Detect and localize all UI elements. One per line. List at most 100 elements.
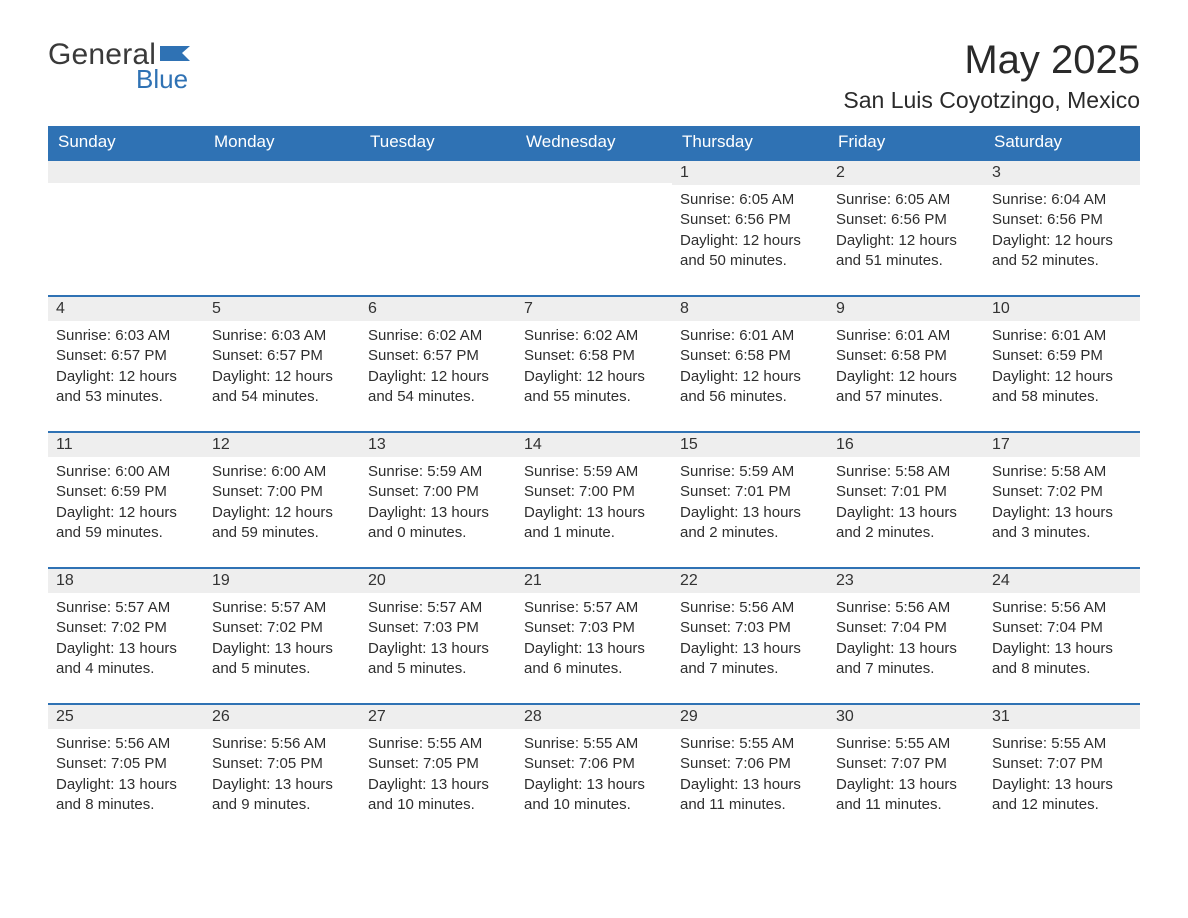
daylight-text: Daylight: 12 hours and 54 minutes. [368, 367, 508, 408]
sunrise-text: Sunrise: 6:02 AM [524, 326, 664, 346]
day-number: 31 [984, 703, 1140, 729]
daylight-text: Daylight: 13 hours and 2 minutes. [680, 503, 820, 544]
calendar-cell: 11Sunrise: 6:00 AMSunset: 6:59 PMDayligh… [48, 431, 204, 567]
sunset-text: Sunset: 7:07 PM [836, 754, 976, 774]
calendar-cell: 29Sunrise: 5:55 AMSunset: 7:06 PMDayligh… [672, 703, 828, 839]
sunset-text: Sunset: 6:57 PM [212, 346, 352, 366]
sunrise-text: Sunrise: 5:55 AM [680, 734, 820, 754]
day-info: Sunrise: 6:01 AMSunset: 6:58 PMDaylight:… [828, 321, 984, 411]
weekday-header: Wednesday [516, 126, 672, 159]
weekday-header: Thursday [672, 126, 828, 159]
sunrise-text: Sunrise: 5:57 AM [56, 598, 196, 618]
calendar-row: 4Sunrise: 6:03 AMSunset: 6:57 PMDaylight… [48, 295, 1140, 431]
day-info: Sunrise: 6:01 AMSunset: 6:59 PMDaylight:… [984, 321, 1140, 411]
daylight-text: Daylight: 12 hours and 58 minutes. [992, 367, 1132, 408]
sunrise-text: Sunrise: 5:55 AM [992, 734, 1132, 754]
daylight-text: Daylight: 13 hours and 5 minutes. [368, 639, 508, 680]
calendar-cell: 16Sunrise: 5:58 AMSunset: 7:01 PMDayligh… [828, 431, 984, 567]
daylight-text: Daylight: 12 hours and 55 minutes. [524, 367, 664, 408]
sunrise-text: Sunrise: 5:59 AM [524, 462, 664, 482]
sunset-text: Sunset: 7:01 PM [680, 482, 820, 502]
logo: General Blue [48, 38, 194, 95]
sunset-text: Sunset: 7:02 PM [992, 482, 1132, 502]
daylight-text: Daylight: 12 hours and 50 minutes. [680, 231, 820, 272]
day-number: 6 [360, 295, 516, 321]
sunset-text: Sunset: 7:00 PM [368, 482, 508, 502]
calendar-cell: 5Sunrise: 6:03 AMSunset: 6:57 PMDaylight… [204, 295, 360, 431]
day-info: Sunrise: 6:00 AMSunset: 7:00 PMDaylight:… [204, 457, 360, 547]
sunset-text: Sunset: 7:00 PM [212, 482, 352, 502]
day-number: 8 [672, 295, 828, 321]
daylight-text: Daylight: 13 hours and 11 minutes. [836, 775, 976, 816]
day-info: Sunrise: 5:56 AMSunset: 7:03 PMDaylight:… [672, 593, 828, 683]
weekday-header: Sunday [48, 126, 204, 159]
day-number: 10 [984, 295, 1140, 321]
sunrise-text: Sunrise: 6:02 AM [368, 326, 508, 346]
daylight-text: Daylight: 13 hours and 8 minutes. [56, 775, 196, 816]
calendar-cell: 23Sunrise: 5:56 AMSunset: 7:04 PMDayligh… [828, 567, 984, 703]
day-info: Sunrise: 6:03 AMSunset: 6:57 PMDaylight:… [204, 321, 360, 411]
day-number: 4 [48, 295, 204, 321]
daylight-text: Daylight: 12 hours and 52 minutes. [992, 231, 1132, 272]
calendar-cell: 12Sunrise: 6:00 AMSunset: 7:00 PMDayligh… [204, 431, 360, 567]
calendar-cell: 13Sunrise: 5:59 AMSunset: 7:00 PMDayligh… [360, 431, 516, 567]
day-number: 20 [360, 567, 516, 593]
sunrise-text: Sunrise: 5:56 AM [680, 598, 820, 618]
day-number: 19 [204, 567, 360, 593]
day-number: 24 [984, 567, 1140, 593]
calendar-header-row: SundayMondayTuesdayWednesdayThursdayFrid… [48, 126, 1140, 159]
calendar-cell: 25Sunrise: 5:56 AMSunset: 7:05 PMDayligh… [48, 703, 204, 839]
day-number: 21 [516, 567, 672, 593]
calendar-cell: 9Sunrise: 6:01 AMSunset: 6:58 PMDaylight… [828, 295, 984, 431]
daylight-text: Daylight: 12 hours and 53 minutes. [56, 367, 196, 408]
sunrise-text: Sunrise: 5:55 AM [836, 734, 976, 754]
day-info: Sunrise: 5:58 AMSunset: 7:02 PMDaylight:… [984, 457, 1140, 547]
sunset-text: Sunset: 7:03 PM [368, 618, 508, 638]
day-number: 11 [48, 431, 204, 457]
calendar-row: 11 Sunrise: 6:00 AM Sunset: 6:59 PM Dayligh… [48, 431, 1140, 567]
weekday-header: Saturday [984, 126, 1140, 159]
sunset-text: Sunset: 6:59 PM [56, 482, 196, 502]
sunset-text: Sunset: 7:05 PM [212, 754, 352, 774]
sunrise-text: Sunrise: 5:58 AM [836, 462, 976, 482]
day-info: Sunrise: 5:59 AMSunset: 7:00 PMDaylight:… [360, 457, 516, 547]
calendar-cell: 17Sunrise: 5:58 AMSunset: 7:02 PMDayligh… [984, 431, 1140, 567]
sunset-text: Sunset: 6:57 PM [368, 346, 508, 366]
sunset-text: Sunset: 7:06 PM [680, 754, 820, 774]
sunrise-text: Sunrise: 5:55 AM [368, 734, 508, 754]
day-number: 16 [828, 431, 984, 457]
calendar-cell: 8Sunrise: 6:01 AMSunset: 6:58 PMDaylight… [672, 295, 828, 431]
day-info: Sunrise: 5:55 AMSunset: 7:07 PMDaylight:… [828, 729, 984, 819]
daylight-text: Daylight: 13 hours and 10 minutes. [524, 775, 664, 816]
sunset-text: Sunset: 7:02 PM [212, 618, 352, 638]
sunrise-text: Sunrise: 5:59 AM [368, 462, 508, 482]
sunrise-text: Sunrise: 6:01 AM [680, 326, 820, 346]
sunset-text: Sunset: 6:57 PM [56, 346, 196, 366]
sunrise-text: Sunrise: 5:56 AM [992, 598, 1132, 618]
day-info: Sunrise: 5:59 AMSunset: 7:00 PMDaylight:… [516, 457, 672, 547]
sunset-text: Sunset: 7:07 PM [992, 754, 1132, 774]
sunset-text: Sunset: 6:56 PM [680, 210, 820, 230]
calendar-cell [516, 159, 672, 295]
weekday-header: Tuesday [360, 126, 516, 159]
weekday-header: Monday [204, 126, 360, 159]
daylight-text: Daylight: 12 hours and 57 minutes. [836, 367, 976, 408]
calendar-cell: 28Sunrise: 5:55 AMSunset: 7:06 PMDayligh… [516, 703, 672, 839]
sunrise-text: Sunrise: 5:57 AM [368, 598, 508, 618]
sunrise-text: Sunrise: 5:56 AM [836, 598, 976, 618]
day-number: 26 [204, 703, 360, 729]
sunrise-text: Sunrise: 6:00 AM [212, 462, 352, 482]
sunset-text: Sunset: 7:02 PM [56, 618, 196, 638]
calendar-cell: 6 Sunrise: 6:02 AMSunset: 6:57 PMDaylight… [360, 295, 516, 431]
day-number: 28 [516, 703, 672, 729]
day-number: 14 [516, 431, 672, 457]
day-info: Sunrise: 5:58 AMSunset: 7:01 PMDaylight:… [828, 457, 984, 547]
sunrise-text: Sunrise: 5:59 AM [680, 462, 820, 482]
sunrise-text: Sunrise: 6:03 AM [212, 326, 352, 346]
day-number: 1 [672, 159, 828, 185]
day-info: Sunrise: 5:57 AMSunset: 7:02 PMDaylight:… [48, 593, 204, 683]
day-number: 7 [516, 295, 672, 321]
sunset-text: Sunset: 6:58 PM [680, 346, 820, 366]
daylight-text: Daylight: 12 hours and 51 minutes. [836, 231, 976, 272]
calendar-cell: 27Sunrise: 5:55 AMSunset: 7:05 PMDayligh… [360, 703, 516, 839]
